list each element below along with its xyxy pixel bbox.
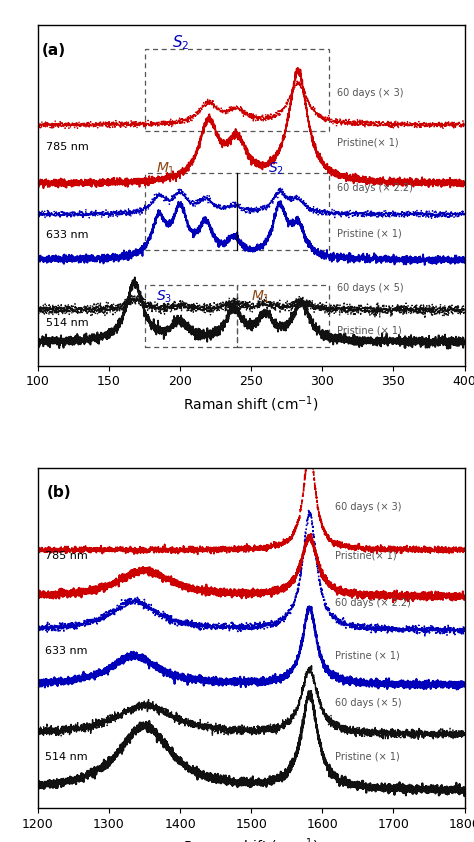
Text: Pristine (× 1): Pristine (× 1) bbox=[337, 326, 401, 335]
Text: 785 nm: 785 nm bbox=[45, 551, 88, 561]
Text: Pristine (× 1): Pristine (× 1) bbox=[337, 229, 401, 238]
Text: 60 days (× 2.2): 60 days (× 2.2) bbox=[337, 184, 412, 193]
Text: Pristine(× 1): Pristine(× 1) bbox=[335, 551, 397, 561]
Text: $S_3$: $S_3$ bbox=[156, 289, 172, 305]
Text: $M_1$: $M_1$ bbox=[251, 289, 271, 305]
X-axis label: Raman shift (cm$^{-1}$): Raman shift (cm$^{-1}$) bbox=[183, 394, 319, 413]
Text: 633 nm: 633 nm bbox=[45, 647, 88, 656]
Text: 785 nm: 785 nm bbox=[46, 142, 89, 152]
Bar bbox=[145, 49, 329, 131]
Text: (b): (b) bbox=[47, 486, 72, 500]
Text: Pristine(× 1): Pristine(× 1) bbox=[337, 137, 398, 147]
Text: $S_2$: $S_2$ bbox=[268, 161, 284, 178]
Text: 60 days (× 5): 60 days (× 5) bbox=[335, 698, 402, 707]
Bar bbox=[145, 285, 237, 347]
Text: Pristine (× 1): Pristine (× 1) bbox=[335, 651, 400, 661]
Text: 514 nm: 514 nm bbox=[45, 752, 88, 762]
Text: $S_2$: $S_2$ bbox=[172, 34, 189, 52]
Text: (a): (a) bbox=[42, 43, 66, 58]
Bar bbox=[237, 285, 329, 347]
Bar bbox=[145, 173, 329, 250]
Text: 60 days (× 5): 60 days (× 5) bbox=[337, 283, 403, 293]
Text: $M_1$: $M_1$ bbox=[156, 161, 175, 178]
Text: 514 nm: 514 nm bbox=[46, 318, 89, 328]
Text: 60 days (× 2.2): 60 days (× 2.2) bbox=[335, 599, 411, 609]
Text: 60 days (× 3): 60 days (× 3) bbox=[337, 88, 403, 98]
Text: 60 days (× 3): 60 days (× 3) bbox=[335, 502, 401, 512]
Text: 633 nm: 633 nm bbox=[46, 230, 89, 240]
Text: Pristine (× 1): Pristine (× 1) bbox=[335, 752, 400, 762]
X-axis label: Raman shift (cm$^{-1}$): Raman shift (cm$^{-1}$) bbox=[183, 837, 319, 842]
